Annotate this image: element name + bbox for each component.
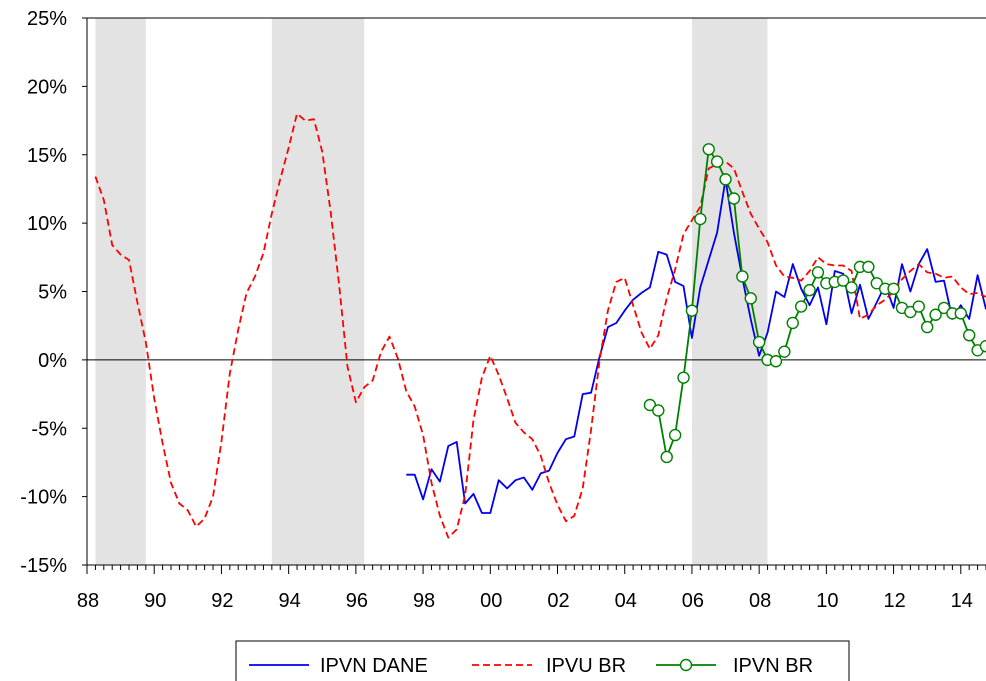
series-point	[794, 300, 808, 313]
x-tick-label: 88	[77, 590, 99, 612]
y-tick-label: -15%	[20, 555, 67, 577]
series-lines	[94, 112, 986, 539]
x-tick-label: 08	[749, 590, 771, 612]
series-point	[778, 345, 791, 358]
legend-box	[235, 640, 850, 681]
shaded-period	[271, 18, 365, 565]
x-tick-label: 96	[346, 590, 368, 612]
y-tick-label: -5%	[31, 418, 67, 440]
x-tick-label: 06	[682, 590, 704, 612]
series-point	[803, 283, 816, 297]
y-tick-label: 5%	[38, 282, 67, 304]
y-tick-label: 0%	[38, 350, 67, 372]
series-point	[702, 143, 715, 156]
series-point	[668, 428, 682, 442]
legend-label: IPVN BR	[733, 655, 813, 677]
legend-label: IPVN DANE	[320, 655, 428, 677]
series-point	[660, 450, 673, 464]
y-tick-label: -10%	[20, 487, 67, 509]
x-tick-label: 14	[951, 590, 973, 612]
x-tick-label: 10	[816, 590, 838, 612]
series-point	[736, 270, 749, 283]
series-line	[94, 112, 986, 539]
series-point	[677, 371, 690, 384]
series-point	[786, 316, 799, 330]
y-tick-label: 10%	[27, 213, 67, 235]
x-tick-label: 94	[279, 590, 301, 612]
series-point	[694, 212, 707, 226]
series-point	[962, 329, 976, 342]
x-tick-label: 02	[547, 590, 569, 612]
series-point	[920, 320, 934, 334]
series-point	[912, 300, 925, 313]
y-tick-label: 20%	[27, 76, 67, 98]
series-point	[769, 355, 783, 368]
x-tick-label: 98	[413, 590, 435, 612]
series-point	[887, 282, 900, 295]
series-point	[752, 335, 766, 349]
series-point	[685, 304, 699, 317]
axes: -15% -10% -5% 0% 5% 10% 15% 20% 25% 88 90 92 94 96 98 0…	[20, 8, 986, 612]
x-tick-label: 90	[144, 590, 166, 612]
legend-label: IPVU BR	[546, 655, 626, 677]
series-point	[845, 281, 858, 294]
series-point	[811, 266, 825, 279]
series-point	[954, 307, 967, 320]
x-tick-label: 00	[480, 590, 502, 612]
shaded-period	[691, 18, 768, 565]
series-point	[719, 173, 732, 186]
x-tick-label: 92	[211, 590, 233, 612]
series-point	[979, 340, 986, 353]
legend-marker	[679, 658, 693, 672]
series-point	[862, 260, 875, 274]
series-point	[652, 404, 665, 417]
x-tick-label: 04	[615, 590, 637, 612]
series-point	[727, 192, 741, 205]
series-point	[710, 155, 724, 168]
x-tick-label: 12	[883, 590, 905, 612]
series-point	[744, 292, 757, 305]
y-tick-label: 25%	[27, 8, 67, 30]
recession-shading	[95, 18, 768, 565]
series-point	[836, 274, 850, 287]
series-point	[929, 308, 942, 321]
y-tick-label: 15%	[27, 145, 67, 167]
shaded-period	[95, 18, 146, 565]
legend: IPVN DANE IPVU BR IPVN BR	[235, 640, 850, 681]
